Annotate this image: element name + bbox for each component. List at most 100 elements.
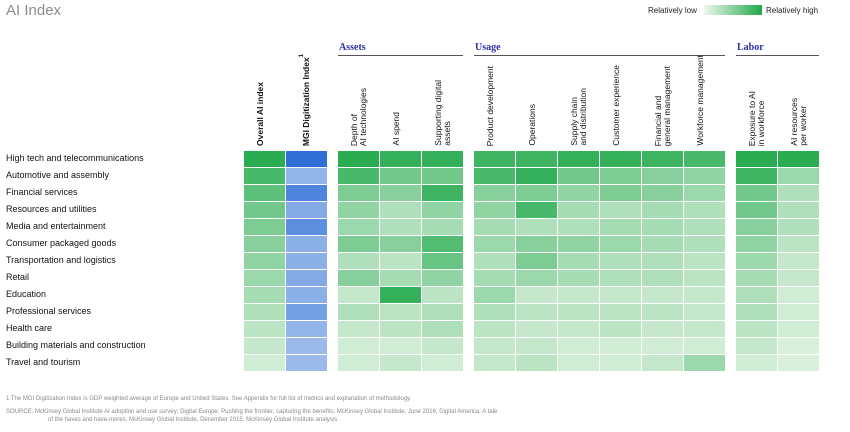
heatmap-cell-r6-c5 xyxy=(474,253,515,269)
row-label-10: Health care xyxy=(6,323,53,333)
heatmap-cell-r3-c2 xyxy=(338,202,379,218)
heatmap-cell-r12-c1 xyxy=(286,355,327,371)
heatmap-cell-r9-c7 xyxy=(558,304,599,320)
heatmap-cell-r1-c10 xyxy=(684,168,725,184)
heatmap-cell-r12-c6 xyxy=(516,355,557,371)
heatmap-cell-r4-c2 xyxy=(338,219,379,235)
heatmap-cell-r0-c9 xyxy=(642,151,683,167)
heatmap-cell-r3-c12 xyxy=(778,202,819,218)
heatmap-cell-r7-c10 xyxy=(684,270,725,286)
group-label-usage: Usage xyxy=(475,42,501,53)
heatmap-cell-r4-c7 xyxy=(558,219,599,235)
heatmap-cell-r8-c7 xyxy=(558,287,599,303)
heatmap-cell-r12-c2 xyxy=(338,355,379,371)
heatmap-cell-r6-c11 xyxy=(736,253,777,269)
heatmap-cell-r12-c11 xyxy=(736,355,777,371)
heatmap-cell-r5-c11 xyxy=(736,236,777,252)
heatmap-cell-r7-c4 xyxy=(422,270,463,286)
row-label-7: Retail xyxy=(6,272,30,282)
heatmap-cell-r4-c6 xyxy=(516,219,557,235)
legend-low-label: Relatively low xyxy=(648,6,697,15)
heatmap-cell-r1-c1 xyxy=(286,168,327,184)
heatmap-cell-r3-c4 xyxy=(422,202,463,218)
heatmap-cell-r2-c2 xyxy=(338,185,379,201)
heatmap-cell-r9-c5 xyxy=(474,304,515,320)
heatmap-cell-r3-c10 xyxy=(684,202,725,218)
row-label-11: Building materials and construction xyxy=(6,340,146,350)
heatmap-cell-r0-c2 xyxy=(338,151,379,167)
heatmap-cell-r7-c6 xyxy=(516,270,557,286)
heatmap-cell-r0-c7 xyxy=(558,151,599,167)
heatmap-cell-r2-c7 xyxy=(558,185,599,201)
heatmap-cell-r4-c1 xyxy=(286,219,327,235)
heatmap-cell-r1-c5 xyxy=(474,168,515,184)
heatmap-cell-r10-c12 xyxy=(778,321,819,337)
heatmap-cell-r12-c10 xyxy=(684,355,725,371)
heatmap-cell-r12-c5 xyxy=(474,355,515,371)
heatmap-cell-r10-c4 xyxy=(422,321,463,337)
heatmap-cell-r7-c1 xyxy=(286,270,327,286)
heatmap-cell-r7-c11 xyxy=(736,270,777,286)
heatmap-cell-r6-c1 xyxy=(286,253,327,269)
heatmap-cell-r6-c7 xyxy=(558,253,599,269)
heatmap-cell-r0-c8 xyxy=(600,151,641,167)
heatmap-cell-r2-c3 xyxy=(380,185,421,201)
heatmap-cell-r8-c4 xyxy=(422,287,463,303)
heatmap-cell-r0-c1 xyxy=(286,151,327,167)
heatmap-cell-r9-c3 xyxy=(380,304,421,320)
heatmap-cell-r0-c11 xyxy=(736,151,777,167)
heatmap-cell-r10-c10 xyxy=(684,321,725,337)
heatmap-cell-r0-c10 xyxy=(684,151,725,167)
heatmap-cell-r5-c7 xyxy=(558,236,599,252)
heatmap-cell-r0-c4 xyxy=(422,151,463,167)
heatmap-cell-r1-c6 xyxy=(516,168,557,184)
heatmap-cell-r4-c9 xyxy=(642,219,683,235)
heatmap-cell-r11-c6 xyxy=(516,338,557,354)
heatmap-cell-r8-c12 xyxy=(778,287,819,303)
heatmap-cell-r9-c6 xyxy=(516,304,557,320)
heatmap-cell-r12-c9 xyxy=(642,355,683,371)
heatmap-cell-r12-c7 xyxy=(558,355,599,371)
heatmap-cell-r3-c1 xyxy=(286,202,327,218)
heatmap-cell-r2-c9 xyxy=(642,185,683,201)
heatmap-cell-r7-c7 xyxy=(558,270,599,286)
heatmap-cell-r3-c9 xyxy=(642,202,683,218)
group-underline-assets xyxy=(338,55,463,56)
heatmap-cell-r8-c10 xyxy=(684,287,725,303)
row-label-0: High tech and telecommunications xyxy=(6,153,144,163)
heatmap-cell-r9-c11 xyxy=(736,304,777,320)
heatmap-cell-r3-c0 xyxy=(244,202,285,218)
legend-gradient-bar xyxy=(704,5,762,15)
row-label-8: Education xyxy=(6,289,47,299)
heatmap-cell-r4-c8 xyxy=(600,219,641,235)
row-label-6: Transportation and logistics xyxy=(6,255,116,265)
row-label-1: Automotive and assembly xyxy=(6,170,110,180)
heatmap-cell-r10-c7 xyxy=(558,321,599,337)
heatmap-cell-r5-c10 xyxy=(684,236,725,252)
heatmap-cell-r3-c5 xyxy=(474,202,515,218)
heatmap-cell-r12-c4 xyxy=(422,355,463,371)
heatmap-cell-r10-c8 xyxy=(600,321,641,337)
heatmap-cell-r1-c8 xyxy=(600,168,641,184)
heatmap-cell-r5-c5 xyxy=(474,236,515,252)
heatmap-cell-r5-c1 xyxy=(286,236,327,252)
heatmap-cell-r4-c5 xyxy=(474,219,515,235)
row-label-2: Financial services xyxy=(6,187,78,197)
heatmap-cell-r6-c12 xyxy=(778,253,819,269)
heatmap-cell-r10-c2 xyxy=(338,321,379,337)
heatmap-cell-r11-c0 xyxy=(244,338,285,354)
heatmap-cell-r1-c9 xyxy=(642,168,683,184)
footnote-1: 1 The MGI Digitization Index is GDP weig… xyxy=(6,396,412,402)
heatmap-cell-r1-c12 xyxy=(778,168,819,184)
heatmap-cell-r5-c2 xyxy=(338,236,379,252)
heatmap-cell-r12-c3 xyxy=(380,355,421,371)
legend-high-label: Relatively high xyxy=(766,6,819,15)
heatmap-cell-r6-c0 xyxy=(244,253,285,269)
heatmap-cell-r4-c12 xyxy=(778,219,819,235)
heatmap-cell-r8-c5 xyxy=(474,287,515,303)
heatmap-cell-r10-c0 xyxy=(244,321,285,337)
heatmap-cell-r9-c8 xyxy=(600,304,641,320)
heatmap-cell-r4-c11 xyxy=(736,219,777,235)
heatmap-cell-r1-c7 xyxy=(558,168,599,184)
heatmap-cell-r12-c12 xyxy=(778,355,819,371)
